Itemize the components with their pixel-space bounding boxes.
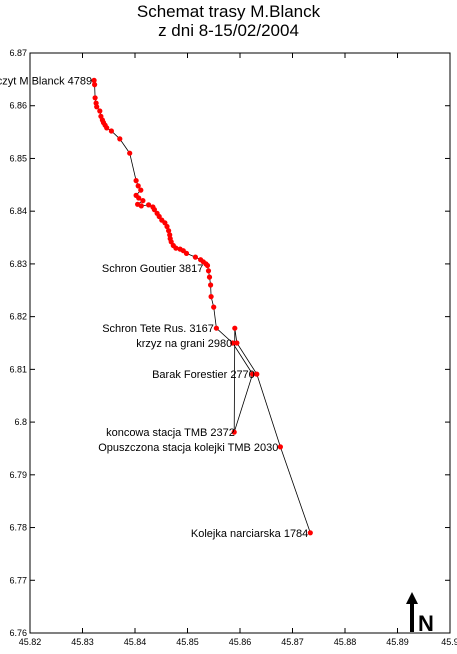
route-point [133, 192, 139, 198]
route-point [234, 340, 240, 346]
route-point [177, 246, 183, 252]
route-point [150, 204, 156, 210]
route-point [108, 128, 114, 134]
waypoint-labels: szczyt M.Blanck 4789 Schron Goutier 3817 S… [0, 75, 308, 539]
y-tick-label: 6.86 [9, 101, 27, 111]
route-point [206, 274, 213, 280]
route-point [230, 340, 236, 346]
waypoint-label: szczyt M.Blanck 4789 [0, 75, 92, 87]
route-point [211, 304, 217, 310]
waypoint-label: Kolejka narciarska 1784 [191, 528, 308, 540]
route-point [135, 183, 141, 189]
y-tick-label: 6.78 [9, 523, 27, 533]
route-point [154, 210, 160, 216]
x-tick-label: 45.82 [19, 637, 42, 647]
y-tick-label: 6.76 [9, 628, 27, 638]
route-point [208, 282, 214, 288]
route-point [91, 77, 97, 83]
chart-title-line-2: z dni 8-15/02/2004 [158, 21, 299, 40]
route-point [133, 178, 139, 184]
y-tick-label: 6.85 [9, 153, 27, 163]
x-tick-label: 45.83 [71, 637, 94, 647]
route-line [93, 80, 311, 533]
route-point [232, 325, 238, 331]
chart-title: Schemat trasy M.Blanck z dni 8-15/02/200… [0, 2, 457, 40]
x-tick-label: 45.86 [229, 637, 252, 647]
route-point [166, 228, 172, 234]
x-tick-label: 45.84 [124, 637, 147, 647]
route-point [159, 217, 165, 223]
y-tick-label: 6.83 [9, 259, 27, 269]
x-tick-label: 45.88 [334, 637, 357, 647]
route-point [198, 257, 204, 263]
route-point [231, 429, 237, 435]
route-point [140, 198, 146, 204]
x-tick-label: 45.87 [281, 637, 304, 647]
x-tick-label: 45.85 [176, 637, 199, 647]
y-tick-label: 6.81 [9, 364, 27, 374]
route-point [98, 113, 104, 119]
plot-frame [29, 52, 451, 634]
route-point [93, 100, 99, 106]
route-point [192, 254, 198, 260]
y-tick-label: 6.82 [9, 312, 27, 322]
axis-ticks: 45.82 45.83 45.84 45.85 45.86 45.87 45.88 45.89… [9, 48, 457, 647]
route-point [117, 136, 123, 142]
route-point [167, 232, 173, 238]
waypoint-label: koncowa stacja TMB 2372 [106, 427, 235, 439]
y-tick-label: 6.77 [9, 575, 27, 585]
y-tick-label: 6.87 [9, 48, 27, 58]
north-arrow-icon: N [406, 592, 434, 636]
y-tick-label: 6.8 [14, 417, 27, 427]
y-tick-label: 6.79 [9, 470, 27, 480]
route-point [92, 82, 98, 88]
route-point [97, 108, 103, 114]
route-point [138, 187, 144, 193]
north-arrow-label: N [418, 611, 434, 636]
route-point [146, 202, 152, 208]
route-point [307, 530, 313, 536]
route-points [91, 77, 313, 536]
route-point [135, 201, 141, 207]
route-point [127, 150, 133, 156]
x-tick-label: 45.89 [386, 637, 409, 647]
route-point [213, 325, 219, 331]
x-tick-label: 45.9 [441, 637, 457, 647]
waypoint-label: Opuszczona stacja kolejki TMB 2030 [98, 442, 278, 454]
route-point [208, 294, 214, 300]
route-point [277, 444, 283, 450]
route-point [250, 371, 256, 377]
route-point [92, 95, 98, 101]
chart-title-line-1: Schemat trasy M.Blanck [136, 2, 321, 21]
y-tick-label: 6.84 [9, 206, 27, 216]
waypoint-label: krzyz na grani 2980 [136, 338, 232, 350]
route-point [205, 268, 212, 274]
waypoint-label: Barak Forestier 2770 [152, 369, 255, 381]
route-point [254, 371, 260, 377]
waypoint-label: Schron Tete Rus. 3167 [102, 323, 214, 335]
waypoint-label: Schron Goutier 3817 [102, 263, 204, 275]
